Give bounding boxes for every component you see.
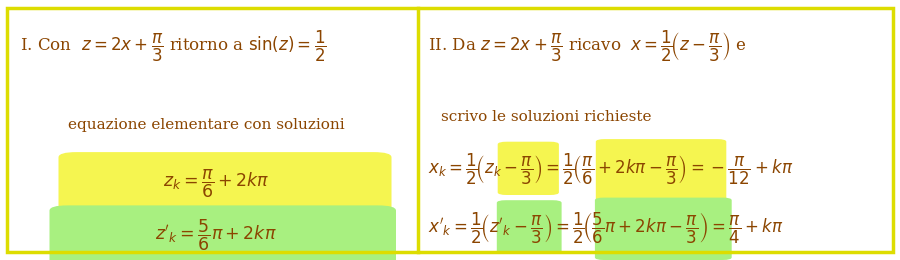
FancyBboxPatch shape [498, 142, 559, 195]
Text: equazione elementare con soluzioni: equazione elementare con soluzioni [68, 118, 344, 132]
Text: $z_k = \dfrac{\pi}{6}+2k\pi$: $z_k = \dfrac{\pi}{6}+2k\pi$ [163, 167, 269, 199]
Text: $z'_k = \dfrac{5}{6}\pi+2k\pi$: $z'_k = \dfrac{5}{6}\pi+2k\pi$ [155, 218, 277, 253]
FancyBboxPatch shape [50, 205, 396, 260]
Text: scrivo le soluzioni richieste: scrivo le soluzioni richieste [441, 110, 652, 124]
Text: $x_k = \dfrac{1}{2}\!\left(z_k - \dfrac{\pi}{3}\right) = \dfrac{1}{2}\!\left(\df: $x_k = \dfrac{1}{2}\!\left(z_k - \dfrac{… [428, 151, 793, 187]
FancyBboxPatch shape [497, 200, 562, 254]
FancyBboxPatch shape [595, 198, 732, 260]
FancyBboxPatch shape [596, 139, 726, 202]
FancyBboxPatch shape [58, 152, 392, 220]
Text: I. Con  $z = 2x+\dfrac{\pi}{3}$ ritorno a $\sin(z) = \dfrac{1}{2}$: I. Con $z = 2x+\dfrac{\pi}{3}$ ritorno a… [20, 29, 327, 64]
Text: II. Da $z = 2x+\dfrac{\pi}{3}$ ricavo  $x = \dfrac{1}{2}\!\left(z-\dfrac{\pi}{3}: II. Da $z = 2x+\dfrac{\pi}{3}$ ricavo $x… [428, 29, 746, 64]
Text: $x'_k = \dfrac{1}{2}\!\left(z'_k - \dfrac{\pi}{3}\right) = \dfrac{1}{2}\!\left(\: $x'_k = \dfrac{1}{2}\!\left(z'_k - \dfra… [428, 211, 783, 246]
